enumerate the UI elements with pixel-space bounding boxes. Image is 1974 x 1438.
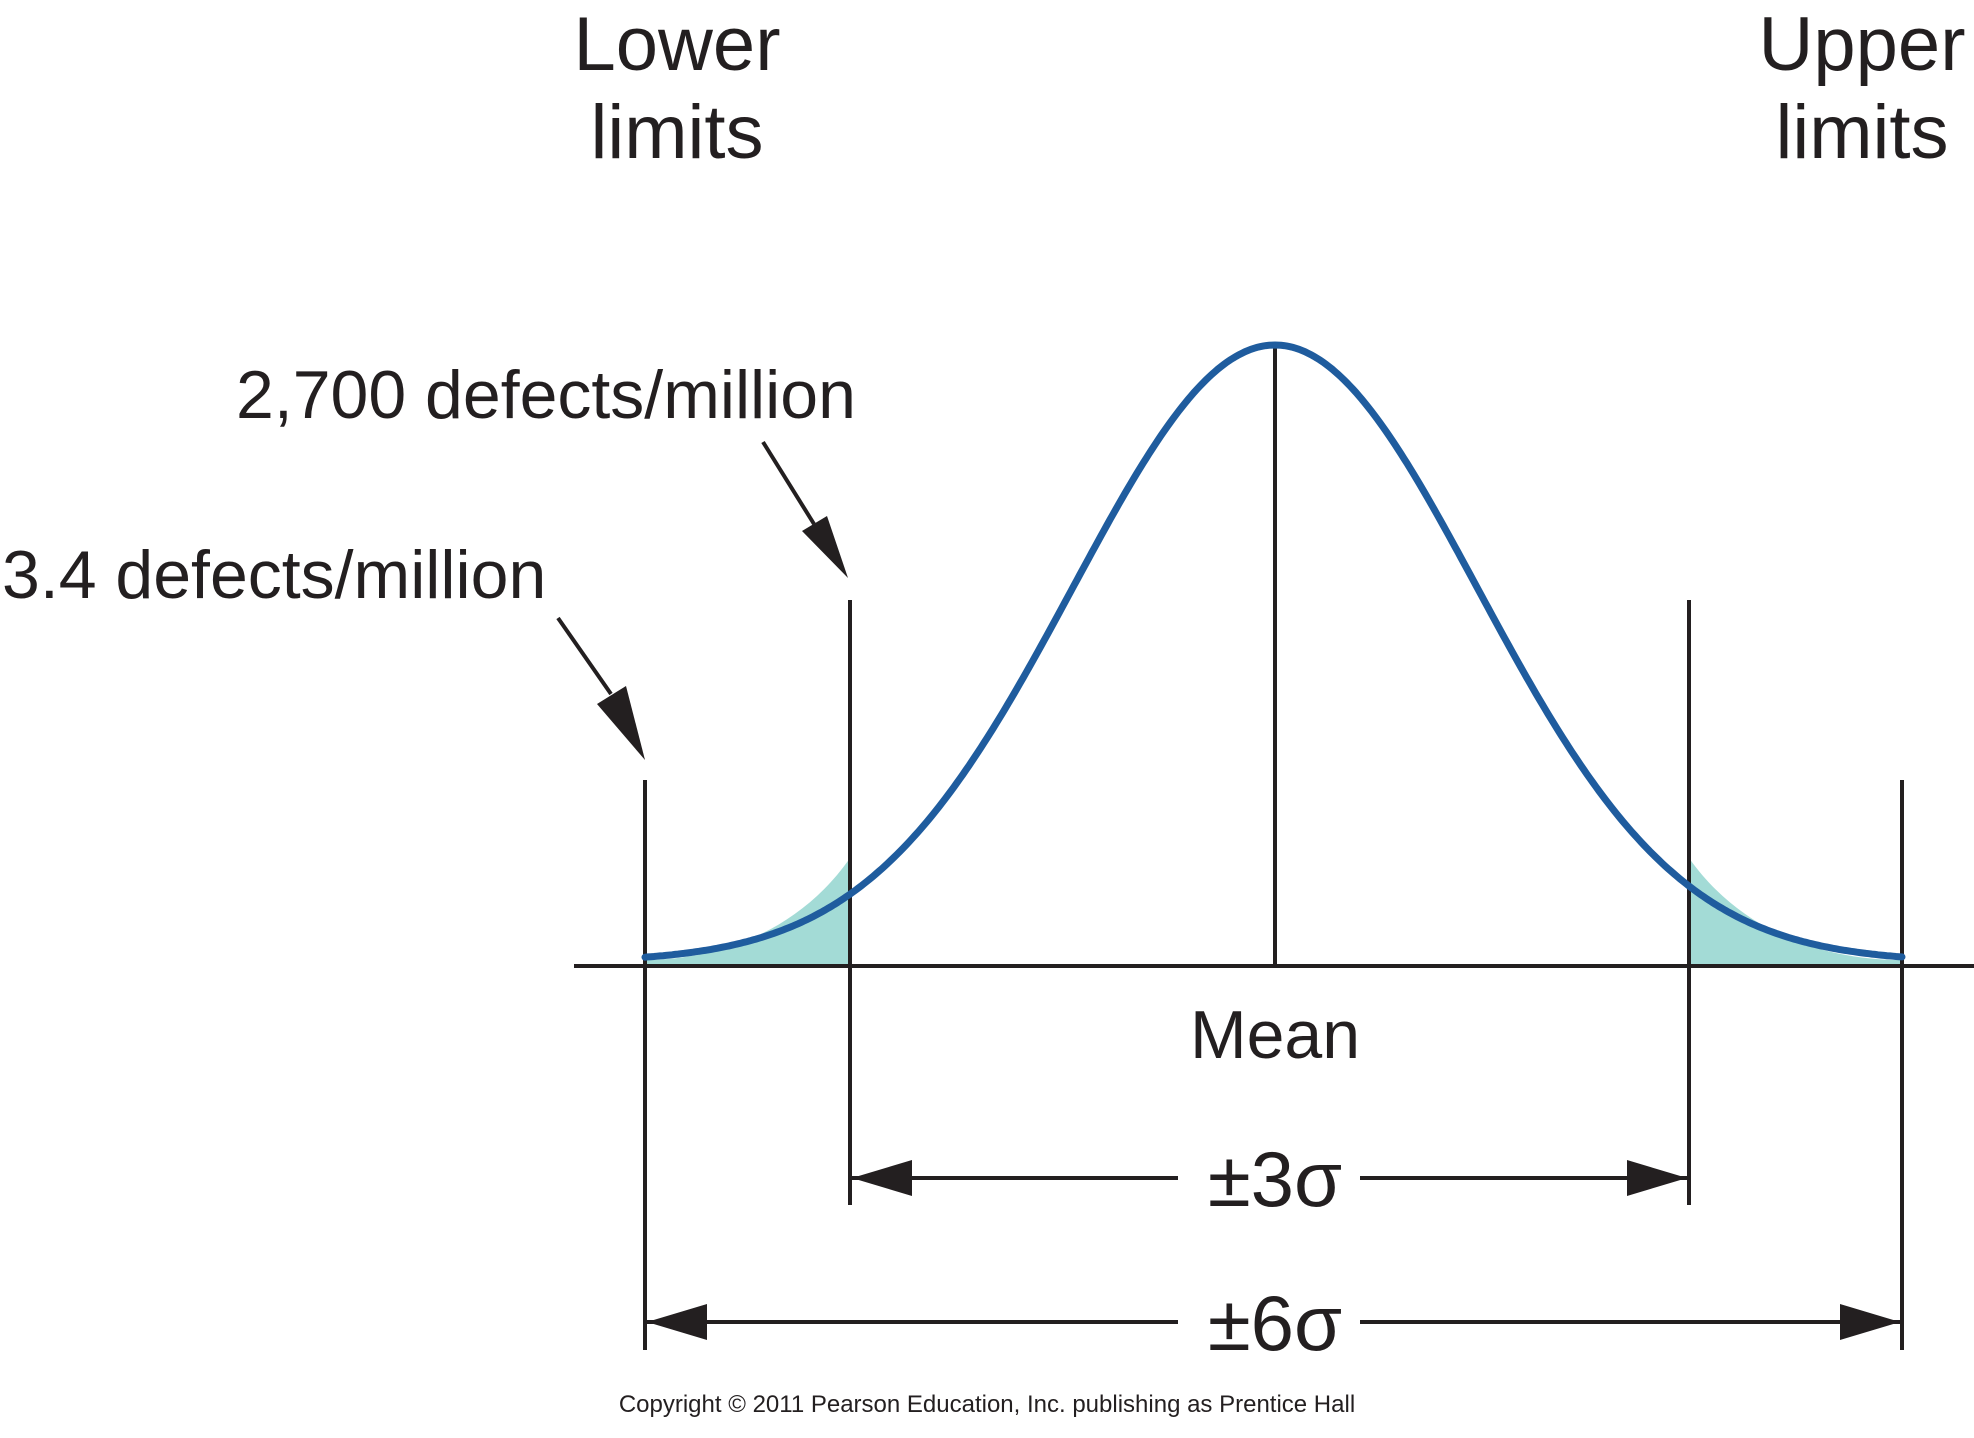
mean-label: Mean — [1190, 997, 1360, 1073]
upper-limits-label-line2: limits — [1775, 90, 1948, 175]
upper-limits-label-line1: Upper — [1759, 2, 1966, 87]
copyright-notice: Copyright © 2011 Pearson Education, Inc.… — [619, 1391, 1355, 1418]
lower-limits-label-line1: Lower — [574, 2, 781, 87]
defects-3sigma-arrow — [761, 440, 848, 578]
defects-6sigma-label: 3.4 defects/million — [2, 537, 546, 613]
range-3sigma-dimension — [852, 1160, 1687, 1196]
lower-tail-area — [645, 858, 850, 966]
lower-limits-label-line2: limits — [590, 90, 763, 175]
range-6sigma-label: ±6σ — [1208, 1279, 1342, 1367]
defects-3sigma-label: 2,700 defects/million — [236, 357, 856, 433]
normal-distribution-curve — [641, 341, 1906, 961]
range-6sigma-dimension — [647, 1304, 1900, 1340]
upper-tail-area — [1689, 858, 1902, 966]
range-3sigma-label: ±3σ — [1208, 1135, 1342, 1223]
defects-6sigma-arrow — [556, 616, 645, 760]
